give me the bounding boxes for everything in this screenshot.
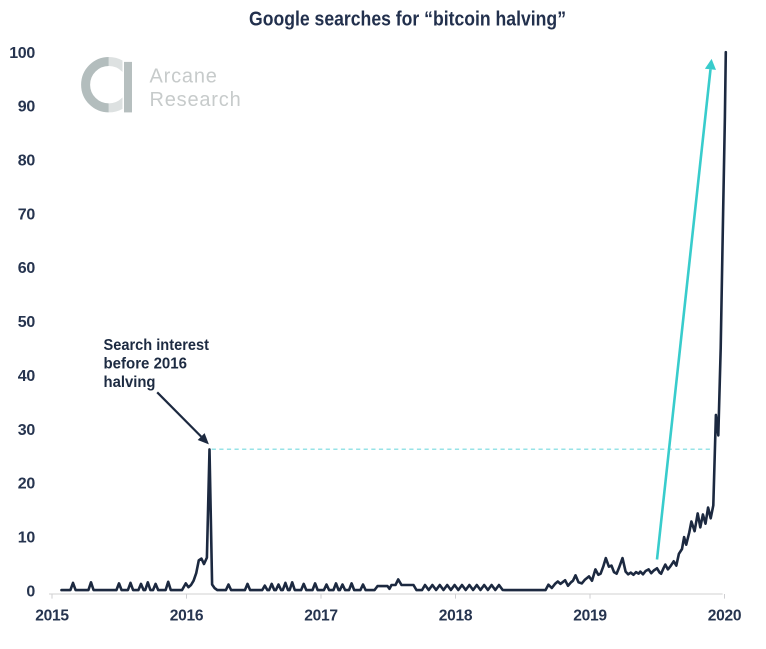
svg-text:2019: 2019 [573, 607, 607, 624]
svg-text:2017: 2017 [304, 607, 338, 624]
svg-text:0: 0 [26, 583, 35, 600]
svg-text:70: 70 [18, 206, 36, 223]
svg-text:60: 60 [18, 260, 36, 277]
svg-text:halving: halving [104, 374, 156, 391]
svg-text:Google searches for “bitcoin h: Google searches for “bitcoin halving” [249, 8, 566, 31]
svg-text:Arcane: Arcane [150, 65, 218, 87]
svg-text:100: 100 [9, 45, 35, 62]
svg-text:50: 50 [18, 314, 36, 331]
svg-text:20: 20 [18, 476, 36, 493]
svg-text:2016: 2016 [170, 607, 204, 624]
svg-text:10: 10 [18, 530, 36, 547]
svg-text:Research: Research [150, 89, 242, 111]
svg-text:Search interest: Search interest [104, 337, 210, 354]
svg-text:30: 30 [18, 422, 36, 439]
svg-text:2018: 2018 [439, 607, 473, 624]
svg-text:2015: 2015 [35, 607, 69, 624]
svg-text:80: 80 [18, 153, 36, 170]
svg-text:before 2016: before 2016 [104, 356, 188, 373]
svg-text:90: 90 [18, 99, 36, 116]
svg-text:2020: 2020 [708, 607, 742, 624]
svg-text:40: 40 [18, 368, 36, 385]
